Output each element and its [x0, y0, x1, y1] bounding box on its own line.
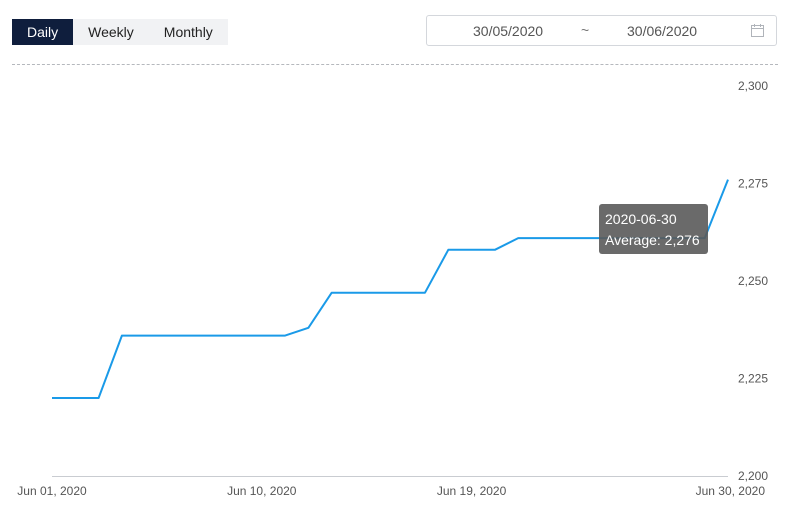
date-range-separator: ~: [581, 22, 590, 38]
header-divider: [12, 64, 778, 65]
tooltip-date: 2020-06-30: [605, 211, 677, 227]
y-tick-label: 2,200: [738, 469, 768, 483]
chart-tooltip: 2020-06-30 Average: 2,276: [599, 204, 708, 254]
y-tick-label: 2,300: [738, 79, 768, 93]
period-tabs: Daily Weekly Monthly: [12, 19, 228, 45]
tab-weekly[interactable]: Weekly: [88, 24, 134, 40]
date-to-input[interactable]: 30/06/2020: [627, 23, 698, 39]
calendar-icon[interactable]: [751, 24, 764, 37]
x-tick-label: Jun 30, 2020: [696, 484, 766, 498]
date-range-picker[interactable]: 30/05/2020 ~ 30/06/2020: [426, 15, 777, 46]
y-tick-label: 2,275: [738, 177, 768, 191]
x-tick-label: Jun 10, 2020: [227, 484, 297, 498]
y-tick-label: 2,250: [738, 274, 768, 288]
tab-daily[interactable]: Daily: [12, 19, 74, 45]
tab-monthly[interactable]: Monthly: [163, 24, 213, 40]
date-from-input[interactable]: 30/05/2020: [473, 23, 544, 39]
x-tick-label: Jun 19, 2020: [437, 484, 507, 498]
y-tick-label: 2,225: [738, 372, 768, 386]
tooltip-value: Average: 2,276: [605, 232, 700, 248]
x-tick-label: Jun 01, 2020: [17, 484, 87, 498]
